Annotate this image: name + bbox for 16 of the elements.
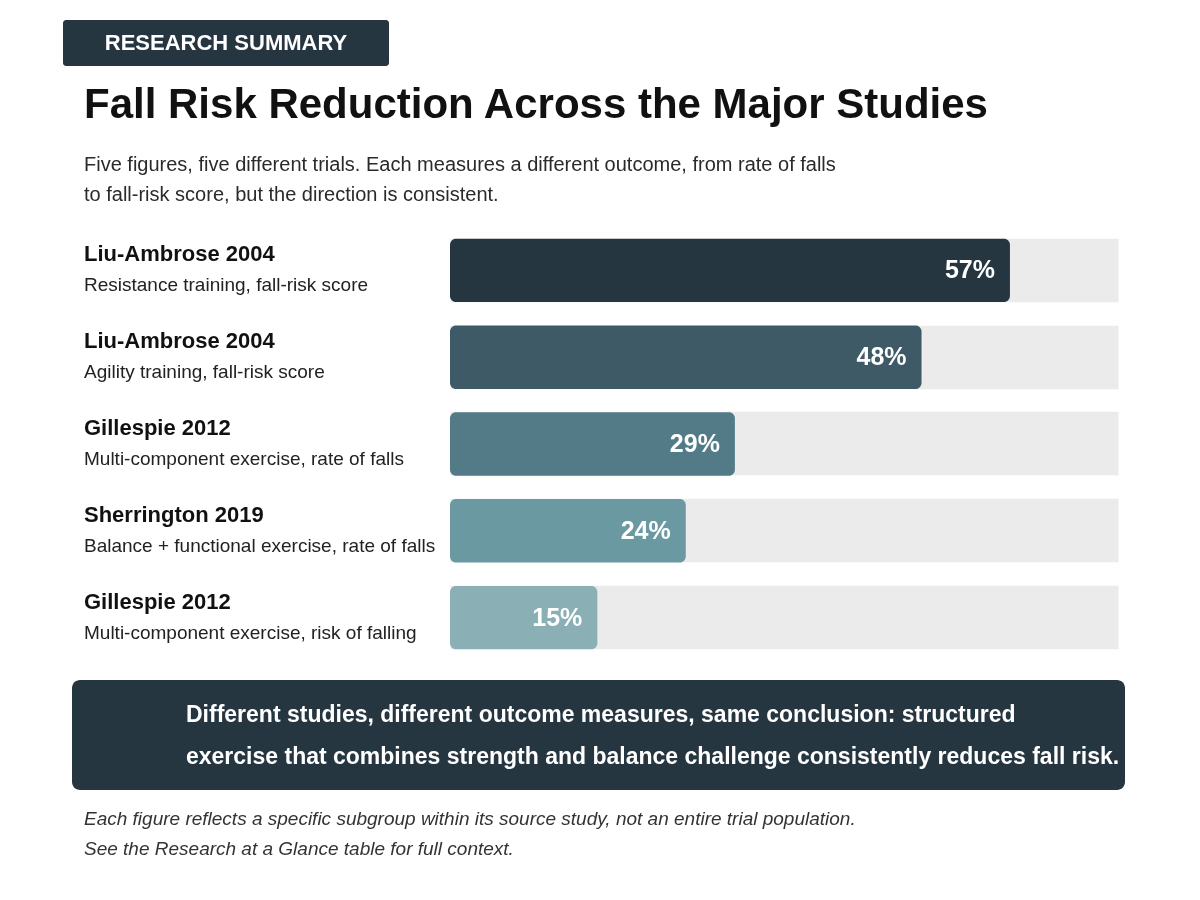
text: Each figure reflects a specific subgroup within its source study, not an entire trial population. See the Research at a Glance table for full context. [84, 808, 856, 859]
data-label: 57% [944, 255, 995, 284]
chart-subtitle: Five figures, five different trials. Each measures a different outcome, from rate of falls to fall-risk score, but the direction is consistent. [84, 153, 836, 205]
data-label: 24% [620, 515, 671, 544]
bar [450, 585, 598, 650]
category-label: Gillespie 2012 Multi-component exercise, risk of falling [84, 588, 417, 643]
data-label: 48% [856, 342, 907, 371]
category-label: Gillespie 2012 Multi-component exercise, rate of falls [84, 415, 404, 469]
text: RESEARCH SUMMARY [104, 30, 348, 55]
data-label: 29% [669, 429, 720, 457]
category-label: Liu-Ambrose 2004 Agility training, fall-risk score [84, 328, 325, 383]
data-label: 15% [532, 602, 583, 631]
chart-title: Fall Risk Reduction Across the Major Studies [84, 80, 988, 127]
text: Different studies, different outcome measures, same conclusion: structured exercise that combines strength and balance challenge consistently reduces fall risk. [186, 701, 1120, 769]
category-label: Sherrington 2019 Balance + functional exercise, rate of falls [84, 501, 436, 556]
category-label: Liu-Ambrose 2004 Resistance training, fall-risk score [84, 241, 369, 296]
